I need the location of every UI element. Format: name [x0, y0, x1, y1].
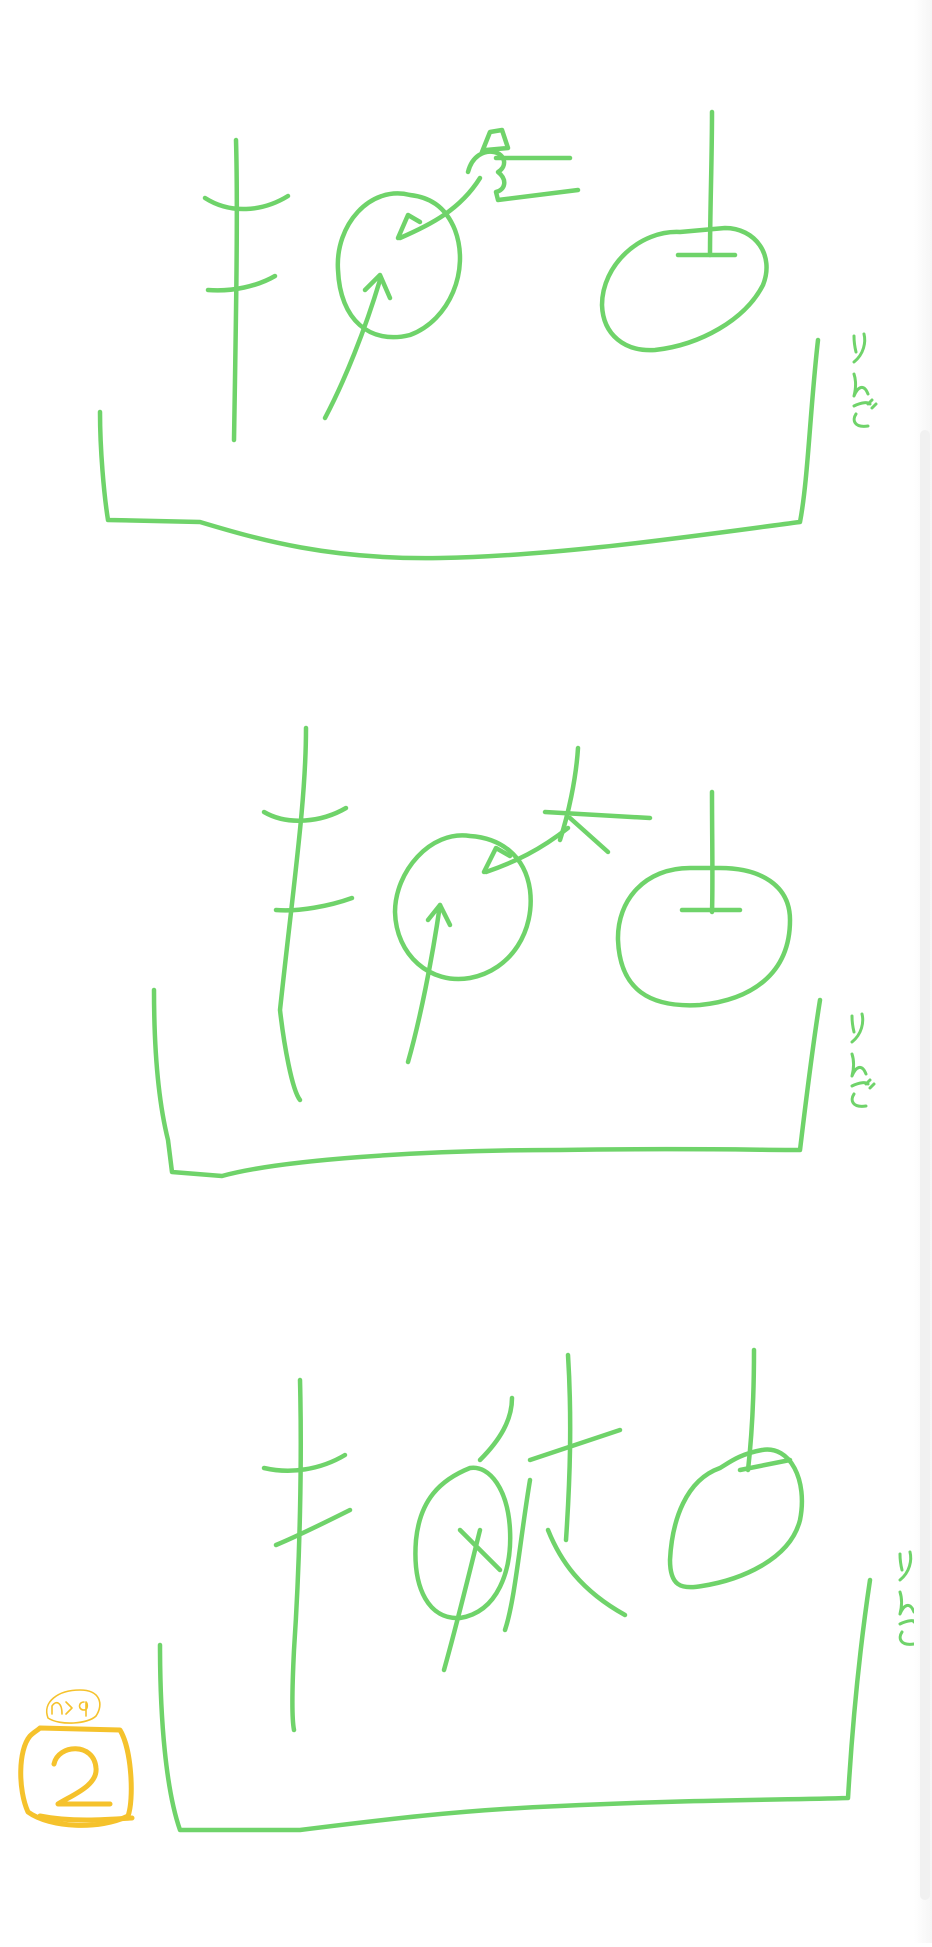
badge-top-bubble: [47, 1690, 100, 1723]
sketch-1-stroke-figure2: [482, 130, 508, 152]
sketch-2-stroke-dai3: [570, 818, 608, 852]
sketch-1-stroke-arrow: [325, 280, 380, 418]
badge-top-gt: [66, 1702, 72, 1714]
badge-underline: [40, 1816, 132, 1820]
sketch-3-stroke-te-vertical: [293, 1380, 301, 1730]
sketch-2: [154, 728, 820, 1176]
scrollbar-track[interactable]: [914, 0, 932, 1943]
scrollbar-thumb[interactable]: [920, 430, 930, 1900]
badge-top-n: [52, 1703, 62, 1714]
badge-two: [54, 1749, 110, 1804]
sketch-2-stroke-dai1: [545, 812, 650, 818]
sketch-1-stroke-tray: [100, 340, 818, 558]
sketch-3-stroke-te-h2: [276, 1510, 350, 1545]
sketch-1-stroke-apple-body: [602, 228, 767, 350]
label-2-glyphs: [852, 1014, 874, 1106]
sketch-2-stroke-te-h1: [264, 808, 346, 821]
badge-top-nine: [80, 1702, 88, 1716]
label-1-glyphs: [854, 334, 876, 426]
sketch-3-stroke-left-top: [480, 1398, 512, 1460]
yellow-badge: [21, 1690, 132, 1825]
sketch-3-stroke-right-v: [548, 1530, 625, 1615]
sketch-1: [100, 112, 818, 558]
sketch-1-stroke-te-h1: [205, 196, 288, 209]
sketch-2-stroke-te-vertical: [280, 728, 306, 1100]
sketch-1-stroke-apple-stem: [710, 112, 712, 255]
sketch-2-stroke-apple-body: [618, 868, 790, 1005]
sketch-1-stroke-te-h2: [208, 276, 275, 290]
sketch-2-stroke-arrow: [408, 905, 440, 1062]
sketch-2-stroke-tray: [154, 990, 820, 1176]
sketch-3-stroke-center-h: [530, 1430, 620, 1460]
sketch-3-stroke-tray: [160, 1580, 870, 1830]
sketch-3-stroke-te-h1: [264, 1455, 345, 1471]
sketch-3-stroke-apple-body: [670, 1450, 802, 1588]
sketch-3: [160, 1350, 870, 1830]
badge-body: [21, 1728, 132, 1825]
sketch-3-stroke-left-diag: [444, 1530, 480, 1670]
label-glyphs: [852, 334, 922, 1644]
sketch-2-stroke-te-h2: [276, 898, 352, 910]
